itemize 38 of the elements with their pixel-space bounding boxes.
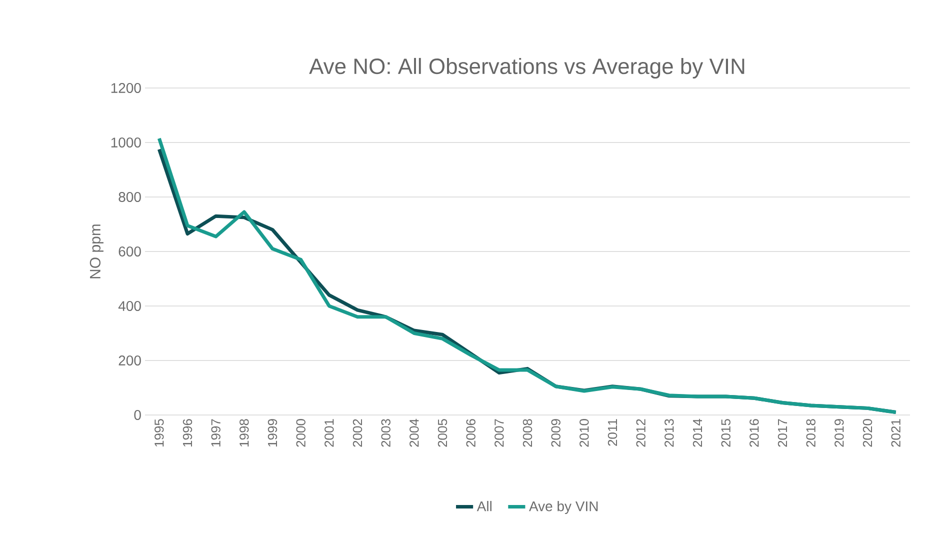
x-tick-label: 2005 xyxy=(438,419,448,447)
y-axis-title: NO ppm xyxy=(90,224,104,278)
x-tick-label: 2019 xyxy=(834,419,844,447)
x-tick-label: 1997 xyxy=(211,419,220,446)
x-tick-label: 2010 xyxy=(580,419,589,447)
x-tick-label: 2001 xyxy=(324,419,334,447)
x-tick-label: 2009 xyxy=(551,419,560,447)
x-tick-label: 2006 xyxy=(466,419,476,447)
x-tick-label: 1996 xyxy=(182,419,192,446)
x-tick-label: 2008 xyxy=(522,419,532,447)
x-tick-label: 2000 xyxy=(296,419,306,447)
x-tick-label: 1995 xyxy=(154,419,164,446)
x-tick-label: 2013 xyxy=(664,419,674,447)
x-tick-label: 2017 xyxy=(778,419,788,447)
x-tick-label: 2018 xyxy=(806,419,816,447)
x-tick-label: 2021 xyxy=(891,419,900,447)
y-tick-label: 200 xyxy=(118,356,141,366)
x-tick-label: 2004 xyxy=(410,418,419,447)
y-tick-label: 0 xyxy=(134,410,141,420)
x-tick-label: 2011 xyxy=(608,419,618,446)
legend-label: Ave by VIN xyxy=(529,500,598,514)
chart-title: Ave NO: All Observations vs Average by VIN xyxy=(309,58,744,78)
x-tick-label: 1999 xyxy=(268,419,278,446)
x-tick-label: 1998 xyxy=(240,419,249,446)
x-tick-label: 2015 xyxy=(721,419,730,447)
x-tick-label: 2002 xyxy=(352,419,362,447)
x-tick-label: 2016 xyxy=(750,419,759,447)
y-tick-label: 600 xyxy=(118,246,141,256)
y-tick-label: 400 xyxy=(118,301,141,311)
x-tick-label: 2020 xyxy=(862,419,872,447)
y-tick-label: 800 xyxy=(118,192,141,202)
x-tick-label: 2003 xyxy=(381,419,390,447)
legend-label: All xyxy=(476,500,492,512)
y-tick-label: 1200 xyxy=(111,83,141,93)
x-tick-label: 2014 xyxy=(692,418,702,447)
x-tick-label: 2012 xyxy=(636,419,646,447)
x-tick-label: 2007 xyxy=(494,419,504,447)
y-tick-label: 1000 xyxy=(111,138,141,148)
